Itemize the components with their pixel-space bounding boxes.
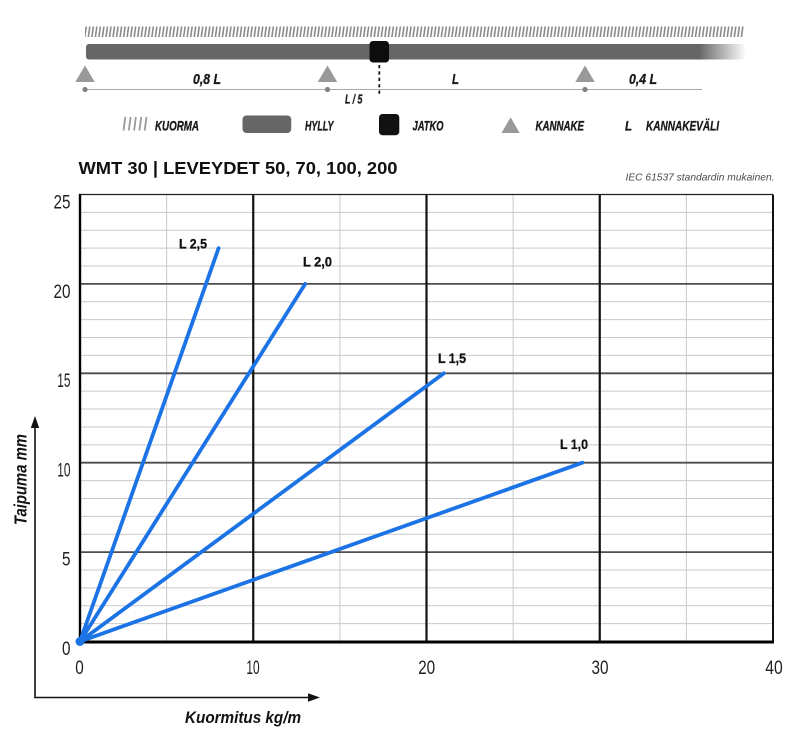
svg-text:25: 25 bbox=[54, 191, 71, 213]
svg-text:L / 5: L / 5 bbox=[345, 93, 363, 107]
svg-text:30: 30 bbox=[592, 657, 609, 679]
svg-text:L 1,0: L 1,0 bbox=[560, 437, 588, 452]
svg-text:10: 10 bbox=[246, 657, 259, 679]
svg-text:0,4 L: 0,4 L bbox=[629, 71, 657, 88]
svg-text:15: 15 bbox=[57, 370, 70, 392]
svg-text:0: 0 bbox=[75, 657, 84, 679]
svg-text:L 1,5: L 1,5 bbox=[438, 351, 466, 366]
svg-text:KANNAKEVÄLI: KANNAKEVÄLI bbox=[646, 118, 720, 134]
svg-text:IEC 61537 standardin mukainen.: IEC 61537 standardin mukainen. bbox=[626, 172, 775, 184]
svg-text:KANNAKE: KANNAKE bbox=[536, 118, 585, 134]
svg-text:0,8 L: 0,8 L bbox=[193, 71, 221, 88]
svg-text:HYLLY: HYLLY bbox=[305, 118, 335, 134]
svg-text:L 2,0: L 2,0 bbox=[303, 255, 332, 270]
svg-text:JATKO: JATKO bbox=[413, 118, 444, 134]
svg-text:0: 0 bbox=[62, 638, 71, 660]
svg-text:Kuormitus kg/m: Kuormitus kg/m bbox=[185, 708, 301, 727]
svg-text:10: 10 bbox=[57, 459, 70, 481]
svg-text:KUORMA: KUORMA bbox=[155, 118, 199, 134]
svg-text:WMT 30 | LEVEYDET 50, 70, 100,: WMT 30 | LEVEYDET 50, 70, 100, 200 bbox=[79, 158, 398, 178]
svg-text:20: 20 bbox=[418, 657, 435, 679]
svg-text:L: L bbox=[452, 71, 459, 88]
svg-text:Taipuma mm: Taipuma mm bbox=[11, 434, 31, 525]
svg-text:L: L bbox=[625, 118, 632, 134]
svg-text:5: 5 bbox=[62, 549, 71, 571]
svg-text:40: 40 bbox=[765, 657, 783, 679]
svg-text:L 2,5: L 2,5 bbox=[179, 237, 207, 252]
svg-text:20: 20 bbox=[54, 281, 71, 303]
